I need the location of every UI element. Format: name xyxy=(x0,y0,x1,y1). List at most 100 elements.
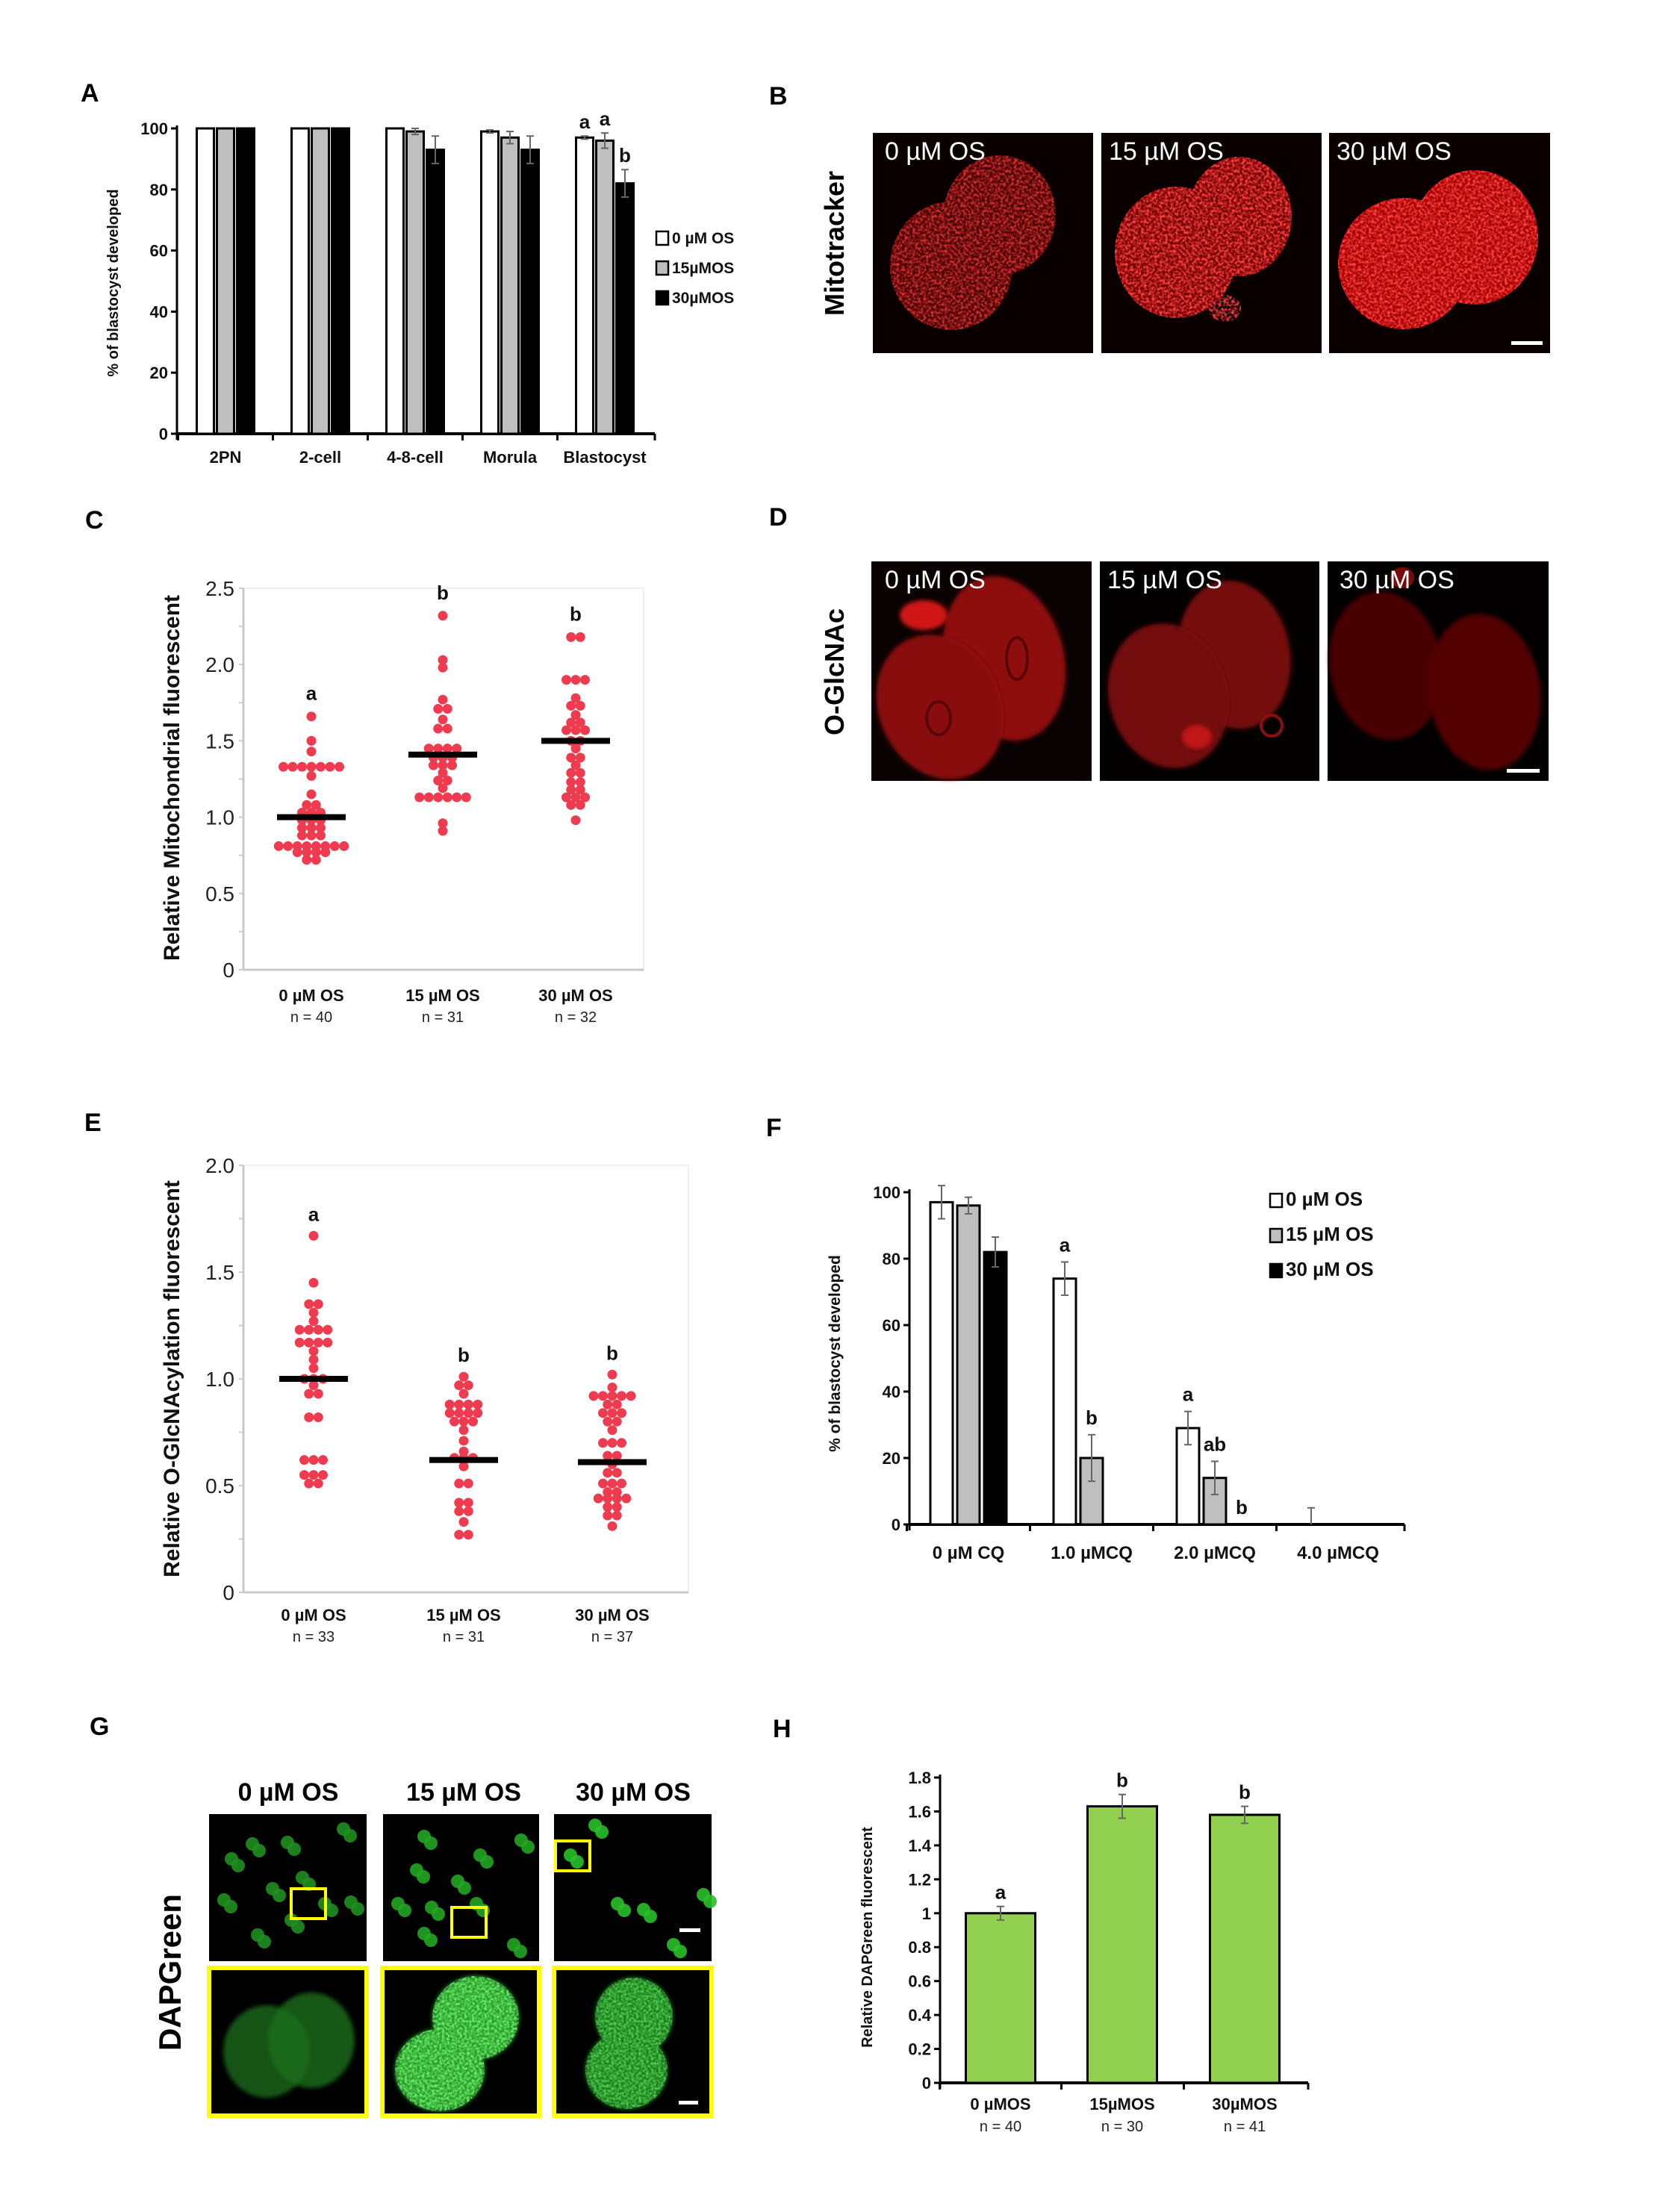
data-point xyxy=(294,1324,305,1335)
data-point xyxy=(438,783,448,794)
n-label: n = 40 xyxy=(980,2119,1021,2135)
data-point xyxy=(570,693,581,703)
data-point xyxy=(603,1493,613,1504)
y-tick-label: 40 xyxy=(883,1383,900,1401)
n-label: n = 41 xyxy=(1224,2119,1266,2135)
data-point xyxy=(458,1389,469,1399)
data-point xyxy=(423,792,434,803)
embryo xyxy=(231,1859,245,1872)
data-point xyxy=(316,823,326,833)
significance-letter: a xyxy=(579,110,591,133)
significance-letter: b xyxy=(1239,1781,1251,1804)
x-tick-label: Morula xyxy=(483,448,538,467)
data-point xyxy=(308,1470,319,1480)
data-point xyxy=(444,1399,455,1409)
scale-bar xyxy=(679,1928,700,1932)
data-point xyxy=(575,717,585,728)
data-point xyxy=(612,1399,622,1409)
data-point xyxy=(311,800,321,810)
significance-letter: a xyxy=(600,108,611,130)
data-point xyxy=(570,725,581,735)
x-tick-label: 2.0 µMCQ xyxy=(1174,1543,1256,1563)
embryo xyxy=(617,1904,631,1917)
data-point xyxy=(273,841,284,851)
data-point xyxy=(454,1399,464,1409)
data-point xyxy=(463,1498,473,1508)
data-point xyxy=(621,1493,632,1504)
data-point xyxy=(570,760,581,770)
data-point xyxy=(463,1408,473,1418)
data-point xyxy=(607,1438,617,1448)
legend-swatch xyxy=(1269,1262,1284,1279)
y-tick-label: 20 xyxy=(150,364,168,382)
y-axis-label: Relative DAPGreen fluorescent xyxy=(859,1827,876,2048)
data-point xyxy=(561,792,571,803)
row-label-dapgreen: DAPGreen xyxy=(152,1894,187,2051)
bar xyxy=(956,1204,981,1526)
data-point xyxy=(306,789,317,800)
embryo xyxy=(673,1945,687,1958)
data-point xyxy=(414,792,425,803)
embryo xyxy=(398,1904,411,1917)
data-point xyxy=(575,632,585,642)
bar xyxy=(965,1912,1036,2084)
micrograph-oglcnac-15um: 15 µM OS xyxy=(1100,561,1319,781)
bar xyxy=(615,182,635,435)
data-point xyxy=(598,1408,608,1418)
data-point xyxy=(308,1380,319,1391)
embryo xyxy=(644,1910,657,1923)
bar xyxy=(575,136,594,435)
mean-line xyxy=(277,814,346,820)
x-tick-label: 0 µM CQ xyxy=(933,1543,1005,1563)
data-point xyxy=(306,711,317,722)
data-point xyxy=(311,847,321,858)
y-tick-label: 0.6 xyxy=(908,1972,931,1991)
y-tick-label: 0 xyxy=(159,425,168,443)
data-point xyxy=(433,703,444,714)
data-point xyxy=(463,1506,473,1516)
data-point xyxy=(575,777,585,788)
micrograph-label: 15 µM OS xyxy=(1107,566,1222,594)
data-point xyxy=(603,1451,613,1461)
data-point xyxy=(444,1408,455,1418)
y-tick-label: 0.8 xyxy=(908,1938,931,1957)
legend-label: 15µMOS xyxy=(672,260,734,277)
data-point xyxy=(566,767,576,778)
data-point xyxy=(612,1451,622,1461)
data-point xyxy=(442,744,452,754)
embryo xyxy=(458,1881,471,1895)
data-point xyxy=(570,710,581,720)
y-tick-label: 80 xyxy=(883,1250,900,1268)
legend-swatch xyxy=(1269,1192,1284,1209)
y-axis-label: % of blastocyst developed xyxy=(105,189,122,376)
data-point xyxy=(454,1478,464,1489)
y-tick-label: 2.0 xyxy=(205,1154,234,1177)
data-point xyxy=(570,792,581,803)
data-point xyxy=(297,761,307,772)
y-tick-label: 0 xyxy=(922,2074,931,2093)
x-tick-label: 2-cell xyxy=(299,448,341,467)
y-tick-label: 40 xyxy=(150,302,168,321)
legend-label: 0 µM OS xyxy=(1286,1188,1363,1210)
legend-swatch xyxy=(655,290,670,306)
data-point xyxy=(575,800,585,810)
significance-letter: a xyxy=(306,682,317,705)
data-point xyxy=(302,855,312,865)
data-point xyxy=(442,723,452,734)
data-point xyxy=(593,1493,603,1504)
data-point xyxy=(566,785,576,795)
chart-e-oglcnac-dotplot: 0 0.5 1.0 1.5 2.0 a 0 µM OS n = 33 b 15 µM OS n = … xyxy=(160,1154,689,1645)
significance-letter: b xyxy=(1116,1769,1128,1792)
data-point xyxy=(308,1230,319,1241)
n-label: n = 30 xyxy=(1101,2119,1143,2135)
data-point xyxy=(598,1438,608,1448)
embryo xyxy=(521,1840,535,1854)
inset-marker-box xyxy=(450,1906,488,1939)
bar xyxy=(331,127,350,435)
y-tick-label: 20 xyxy=(883,1449,900,1468)
bar xyxy=(290,127,310,435)
inset-marker-box xyxy=(554,1839,591,1872)
y-tick-label: 1.6 xyxy=(908,1802,931,1821)
column-label: 30 µM OS xyxy=(576,1778,691,1807)
embryo xyxy=(417,1870,430,1884)
